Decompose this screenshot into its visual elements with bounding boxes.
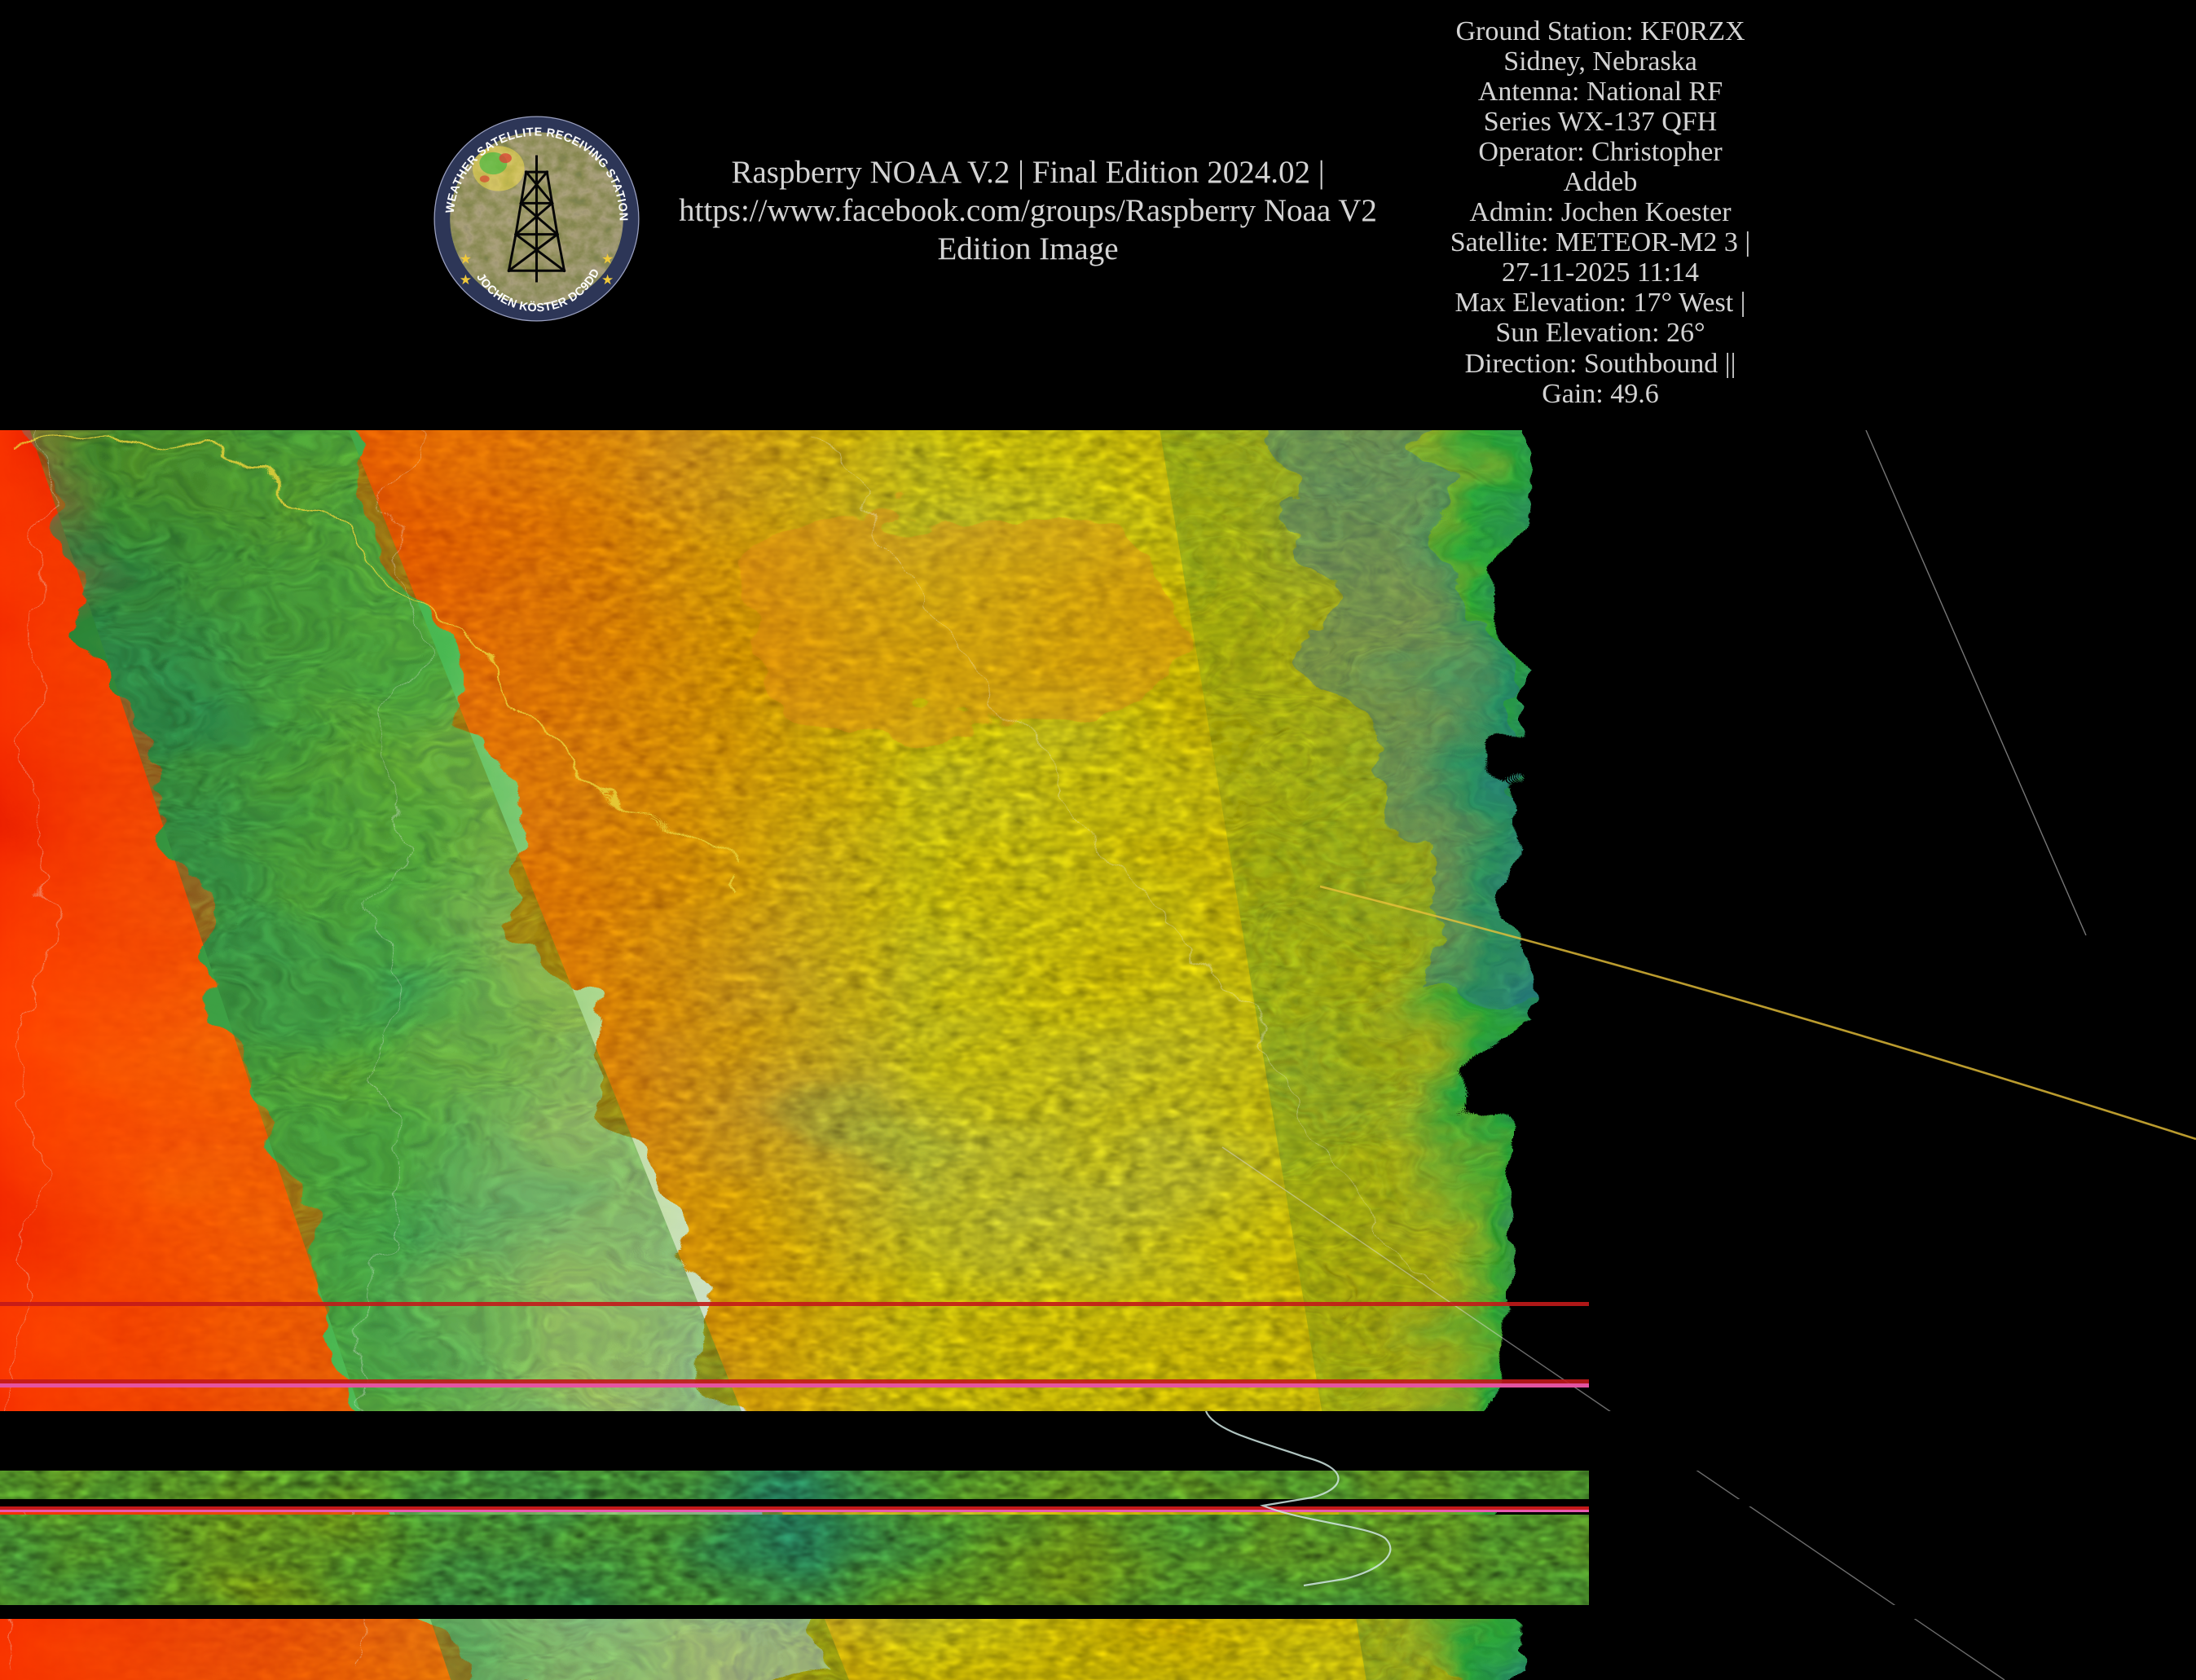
svg-text:★: ★ bbox=[601, 272, 614, 288]
svg-text:★: ★ bbox=[601, 252, 614, 267]
svg-text:★: ★ bbox=[460, 252, 472, 267]
svg-text:★: ★ bbox=[460, 272, 472, 288]
